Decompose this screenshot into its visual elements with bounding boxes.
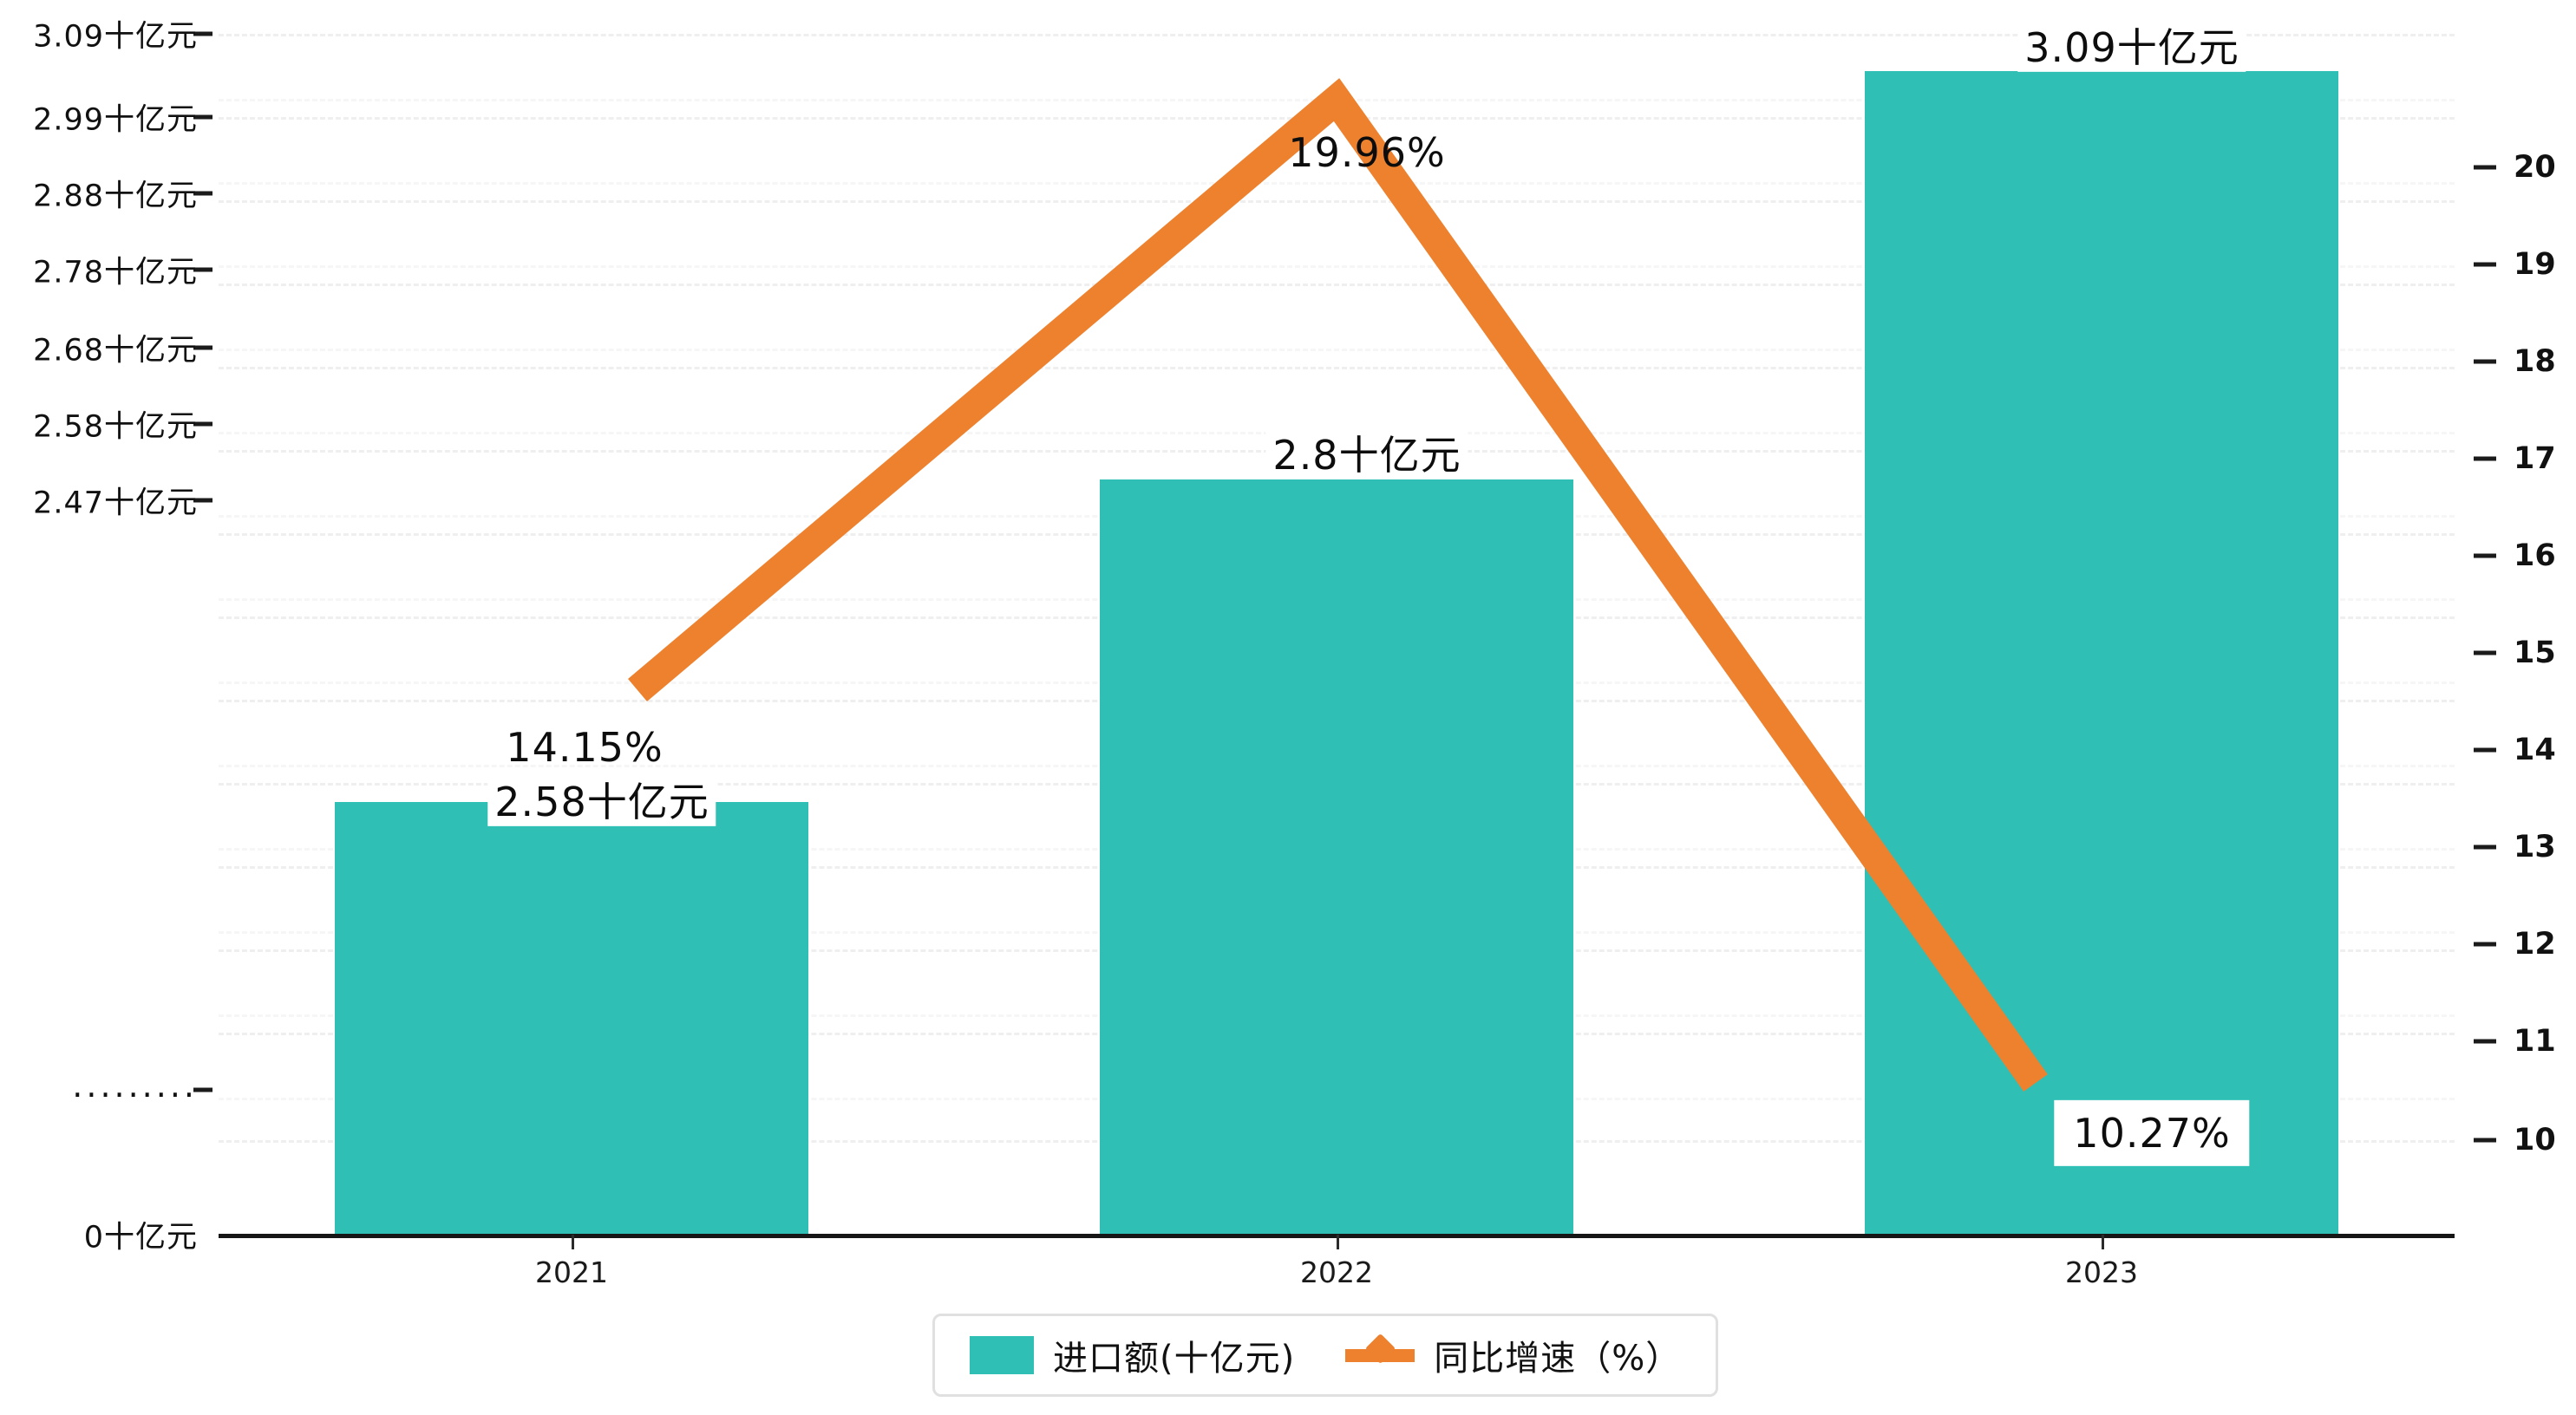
gridline-minor [219, 182, 2455, 185]
left-axis-label-zero: 0十亿元 [83, 1220, 198, 1255]
left-axis-tick [193, 191, 212, 196]
left-axis-break-tick [193, 1087, 212, 1092]
left-axis-tick [193, 421, 212, 427]
bar-2023[interactable] [1865, 71, 2338, 1235]
right-axis-label-16: 16 [2514, 538, 2556, 573]
left-axis-tick [193, 31, 212, 36]
left-axis-tick [193, 267, 212, 272]
right-axis-tick [2474, 359, 2496, 364]
legend-label-growth-rate: 同比增速（%） [1434, 1339, 1682, 1379]
gridline-major [219, 284, 2455, 286]
right-axis-tick [2474, 942, 2496, 947]
growth-value-label-2023: 10.27% [2054, 1099, 2250, 1167]
bar-value-label-2022: 2.8十亿元 [1265, 430, 1468, 480]
bar-2021[interactable] [335, 802, 808, 1235]
left-axis-tick [193, 345, 212, 350]
right-axis-tick [2474, 456, 2496, 461]
right-axis-label-20: 20 [2514, 150, 2556, 185]
left-axis-label-3: 2.78十亿元 [33, 255, 198, 290]
gridline-major [219, 34, 2455, 36]
right-axis-label-13: 13 [2514, 830, 2556, 864]
right-axis-tick [2474, 553, 2496, 558]
right-axis-tick [2474, 1039, 2496, 1044]
x-axis-label-2021: 2021 [535, 1255, 608, 1289]
legend-bar-swatch-icon [970, 1336, 1034, 1374]
right-axis-label-14: 14 [2514, 733, 2556, 767]
x-axis-label-2022: 2022 [1300, 1255, 1373, 1289]
plot-area [219, 16, 2455, 1235]
x-axis-tick [572, 1235, 574, 1249]
legend-item-growth-rate[interactable]: 同比增速（%） [1345, 1330, 1681, 1380]
right-axis-tick [2474, 844, 2496, 850]
left-axis-break-label: ......... [72, 1066, 198, 1105]
right-axis-tick [2474, 747, 2496, 753]
growth-rate-polyline [628, 78, 2048, 1092]
growth-value-label-2021: 14.15% [506, 723, 664, 771]
right-axis-tick [2474, 1138, 2496, 1143]
growth-value-label-2022: 19.96% [1288, 128, 1446, 176]
right-axis-label-18: 18 [2514, 344, 2556, 379]
left-axis-label-2: 2.88十亿元 [33, 179, 198, 214]
left-axis-label-1: 2.99十亿元 [33, 102, 198, 138]
right-axis-tick [2474, 650, 2496, 655]
gridline-minor [219, 349, 2455, 351]
bar-2022[interactable] [1100, 479, 1573, 1235]
gridline-major [219, 367, 2455, 369]
x-axis-label-2023: 2023 [2065, 1255, 2138, 1289]
right-axis-tick [2474, 165, 2496, 170]
left-axis-label-6: 2.47十亿元 [33, 486, 198, 521]
right-axis-label-17: 17 [2514, 441, 2556, 476]
bar-value-label-2023: 3.09十亿元 [2017, 23, 2246, 73]
x-axis-tick [2102, 1235, 2104, 1249]
gridline-minor [219, 265, 2455, 268]
bar-value-label-2021: 2.58十亿元 [487, 777, 716, 827]
legend: 进口额(十亿元) 同比增速（%） [932, 1314, 1719, 1397]
right-axis-label-11: 11 [2514, 1024, 2556, 1059]
right-axis-label-15: 15 [2514, 636, 2556, 670]
right-axis-label-10: 10 [2514, 1123, 2556, 1157]
legend-label-import-amount: 进口额(十亿元) [1053, 1339, 1296, 1379]
left-axis-label-4: 2.68十亿元 [33, 333, 198, 368]
left-axis-tick [193, 114, 212, 120]
right-axis-tick [2474, 262, 2496, 267]
gridline-major [219, 200, 2455, 203]
x-axis-tick [1337, 1235, 1339, 1249]
right-axis-label-12: 12 [2514, 927, 2556, 962]
legend-line-marker-icon [1345, 1333, 1415, 1365]
left-axis-tick [193, 498, 212, 503]
right-axis-label-19: 19 [2514, 247, 2556, 282]
left-axis-label-0: 3.09十亿元 [33, 19, 198, 55]
growth-rate-line [628, 78, 2048, 1092]
left-axis-label-5: 2.58十亿元 [33, 409, 198, 445]
legend-item-import-amount[interactable]: 进口额(十亿元) [970, 1330, 1295, 1380]
